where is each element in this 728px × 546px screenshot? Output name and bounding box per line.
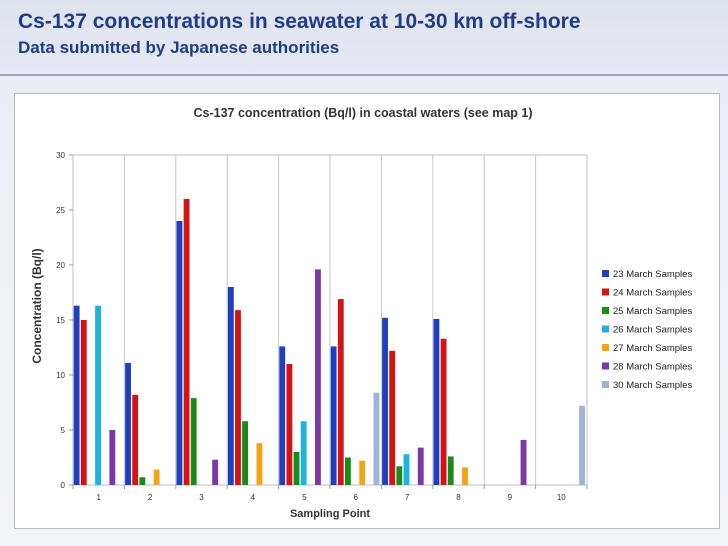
slide-subtitle: Data submitted by Japanese authorities <box>18 38 340 57</box>
legend-label: 24 March Samples <box>613 288 692 299</box>
bar <box>125 362 131 485</box>
legend-swatch <box>602 325 609 333</box>
x-tick-label: 5 <box>302 493 307 502</box>
bar <box>447 456 454 485</box>
bar <box>279 346 286 485</box>
bar <box>330 346 337 485</box>
bar <box>359 460 366 485</box>
bar <box>433 318 440 485</box>
y-tick-label: 20 <box>56 261 65 270</box>
x-tick-label: 7 <box>405 493 410 502</box>
x-axis-label: Sampling Point <box>290 508 370 520</box>
x-tick-label: 8 <box>456 493 461 502</box>
y-tick-label: 10 <box>56 371 65 380</box>
bar <box>462 467 468 485</box>
x-tick-label: 6 <box>353 493 358 502</box>
bar <box>183 199 190 485</box>
bar <box>337 299 344 485</box>
bar <box>132 394 139 485</box>
axes: 0 5 10 15 20 25 30 1 2 3 4 5 6 7 8 9 10 <box>56 151 588 502</box>
legend-swatch <box>602 270 609 277</box>
x-tick-label: 1 <box>96 493 101 502</box>
bar <box>73 305 80 485</box>
bar <box>373 392 380 485</box>
slide-title: Cs-137 concentrations in seawater at 10-… <box>18 10 581 33</box>
legend-label: 28 March Samples <box>613 362 692 373</box>
legend-swatch <box>602 307 609 314</box>
bar <box>256 443 263 485</box>
bar-chart: Cs-137 concentration (Bq/l) in coastal w… <box>30 106 692 520</box>
bar <box>300 421 307 485</box>
chart-title: Cs-137 concentration (Bq/l) in coastal w… <box>194 106 533 120</box>
bar <box>520 439 527 485</box>
y-tick-label: 25 <box>56 206 65 215</box>
legend-swatch <box>602 381 609 388</box>
legend-swatch <box>602 288 609 296</box>
y-tick-label: 30 <box>56 151 65 160</box>
title-band: Cs-137 concentrations in seawater at 10-… <box>0 0 728 76</box>
bar <box>212 459 219 485</box>
bar <box>403 454 410 485</box>
bar <box>95 305 101 485</box>
legend-swatch <box>602 344 609 351</box>
bar <box>176 221 183 485</box>
bar <box>190 398 197 485</box>
bar <box>80 320 87 485</box>
grid-lines <box>72 154 588 486</box>
decorative-corner-mark <box>36 525 64 539</box>
legend: 23 March Samples 24 March Samples 25 March… <box>602 269 692 391</box>
bar <box>109 430 116 485</box>
chart-container: Cs-137 concentration (Bq/l) in coastal w… <box>14 93 720 529</box>
bar <box>139 477 146 485</box>
bar <box>153 469 160 485</box>
bar <box>396 466 403 485</box>
bar <box>389 350 396 485</box>
legend-label: 23 March Samples <box>613 269 692 280</box>
bar <box>293 452 300 485</box>
bars <box>73 199 585 485</box>
legend-label: 25 March Samples <box>613 306 692 317</box>
legend-swatch <box>602 362 609 370</box>
bar <box>344 457 351 485</box>
y-tick-label: 0 <box>61 481 66 490</box>
y-axis-label: Concentration (Bq/l) <box>30 248 44 363</box>
x-tick-label: 10 <box>557 493 566 502</box>
x-tick-label: 9 <box>508 493 513 502</box>
bar <box>286 364 293 485</box>
bar <box>579 405 585 485</box>
bar <box>315 269 321 485</box>
bar <box>227 287 234 485</box>
bar <box>235 310 241 485</box>
y-tick-label: 5 <box>61 426 66 435</box>
x-tick-label: 4 <box>251 493 256 502</box>
legend-label: 27 March Samples <box>613 343 692 354</box>
legend-label: 26 March Samples <box>613 325 692 336</box>
x-tick-label: 3 <box>199 493 204 502</box>
bar <box>440 338 447 485</box>
legend-label: 30 March Samples <box>613 380 692 391</box>
x-tick-label: 2 <box>148 493 153 502</box>
bar <box>417 447 424 485</box>
bar <box>382 317 388 485</box>
bar <box>242 421 249 485</box>
y-tick-label: 15 <box>56 316 65 325</box>
